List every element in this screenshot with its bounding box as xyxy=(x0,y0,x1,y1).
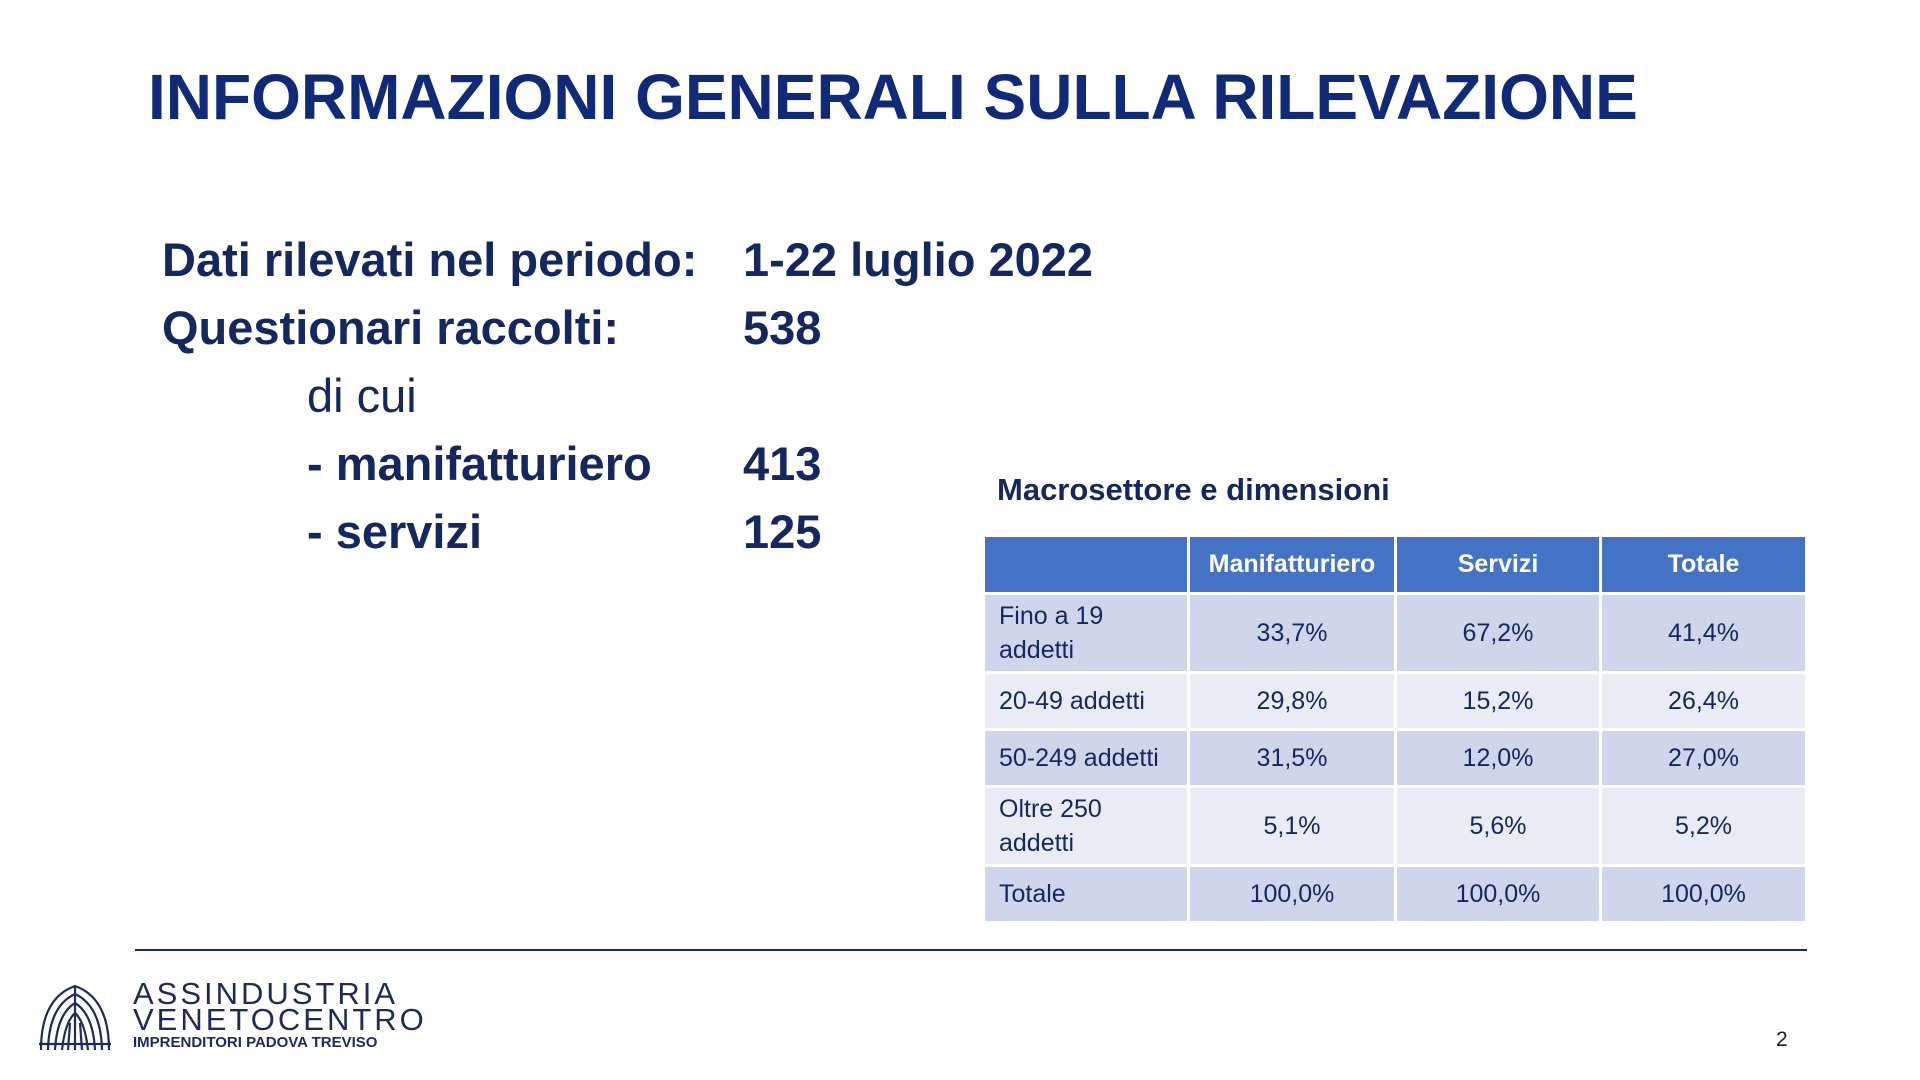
info-label: Questionari raccolti: xyxy=(162,301,620,354)
header-cell: Manifatturiero xyxy=(1187,534,1397,595)
subheading: di cui xyxy=(307,369,417,422)
table-cell: 100,0% xyxy=(1394,864,1602,924)
header-cell: Servizi xyxy=(1394,534,1602,595)
table-cell: 5,1% xyxy=(1187,785,1397,867)
page-number: 2 xyxy=(1776,1028,1788,1051)
breakdown-value: 125 xyxy=(743,505,822,558)
info-value: 538 xyxy=(743,301,822,354)
row-label: Totale xyxy=(982,864,1190,924)
table-title: Macrosettore e dimensioni xyxy=(997,472,1390,507)
row-label: 20-49 addetti xyxy=(982,671,1190,731)
table-cell: 41,4% xyxy=(1599,592,1808,674)
table-cell: 27,0% xyxy=(1599,728,1808,788)
logo-text: ASSINDUSTRIA xyxy=(133,976,399,1011)
info-label: Dati rilevati nel periodo: xyxy=(162,233,698,286)
header-cell: Totale xyxy=(1599,534,1808,595)
table-cell: 5,6% xyxy=(1394,785,1602,867)
table-cell: 100,0% xyxy=(1599,864,1808,924)
table-cell: 67,2% xyxy=(1394,592,1602,674)
table-row: Fino a 19 addetti 33,7% 67,2% 41,4% xyxy=(982,592,1808,674)
info-value: 1-22 luglio 2022 xyxy=(743,233,1094,286)
table-cell: 15,2% xyxy=(1394,671,1602,731)
slide-title: INFORMAZIONI GENERALI SULLA RILEVAZIONE xyxy=(148,61,1638,133)
row-label: Fino a 19 addetti xyxy=(982,592,1190,674)
breakdown-label: - manifatturiero xyxy=(307,437,652,490)
table: Manifatturiero Servizi Totale Fino a 19 ad… xyxy=(982,534,1808,924)
breakdown-value: 413 xyxy=(743,437,822,490)
table-row: Oltre 250 addetti 5,1% 5,6% 5,2% xyxy=(982,785,1808,867)
divider xyxy=(135,949,1807,951)
header-cell xyxy=(982,534,1190,595)
breakdown-label: - servizi xyxy=(307,505,483,558)
logo-icon xyxy=(39,984,111,1051)
table-cell: 33,7% xyxy=(1187,592,1397,674)
table-row: Totale 100,0% 100,0% 100,0% xyxy=(982,864,1808,924)
table-body: Fino a 19 addetti 33,7% 67,2% 41,4% 20-49 ad… xyxy=(982,592,1808,924)
row-label: 50-249 addetti xyxy=(982,728,1190,788)
logo-tagline: IMPRENDITORI PADOVA TREVISO xyxy=(133,1034,378,1051)
row-label: Oltre 250 addetti xyxy=(982,785,1190,867)
table-cell: 12,0% xyxy=(1394,728,1602,788)
table-row: 50-249 addetti 31,5% 12,0% 27,0% xyxy=(982,728,1808,788)
table-cell: 26,4% xyxy=(1599,671,1808,731)
table-row: 20-49 addetti 29,8% 15,2% 26,4% xyxy=(982,671,1808,731)
table-cell: 29,8% xyxy=(1187,671,1397,731)
table-cell: 5,2% xyxy=(1599,785,1808,867)
table-cell: 31,5% xyxy=(1187,728,1397,788)
header-row: Manifatturiero Servizi Totale xyxy=(982,534,1808,595)
table-cell: 100,0% xyxy=(1187,864,1397,924)
logo-text: VENETOCENTRO xyxy=(133,1002,427,1037)
